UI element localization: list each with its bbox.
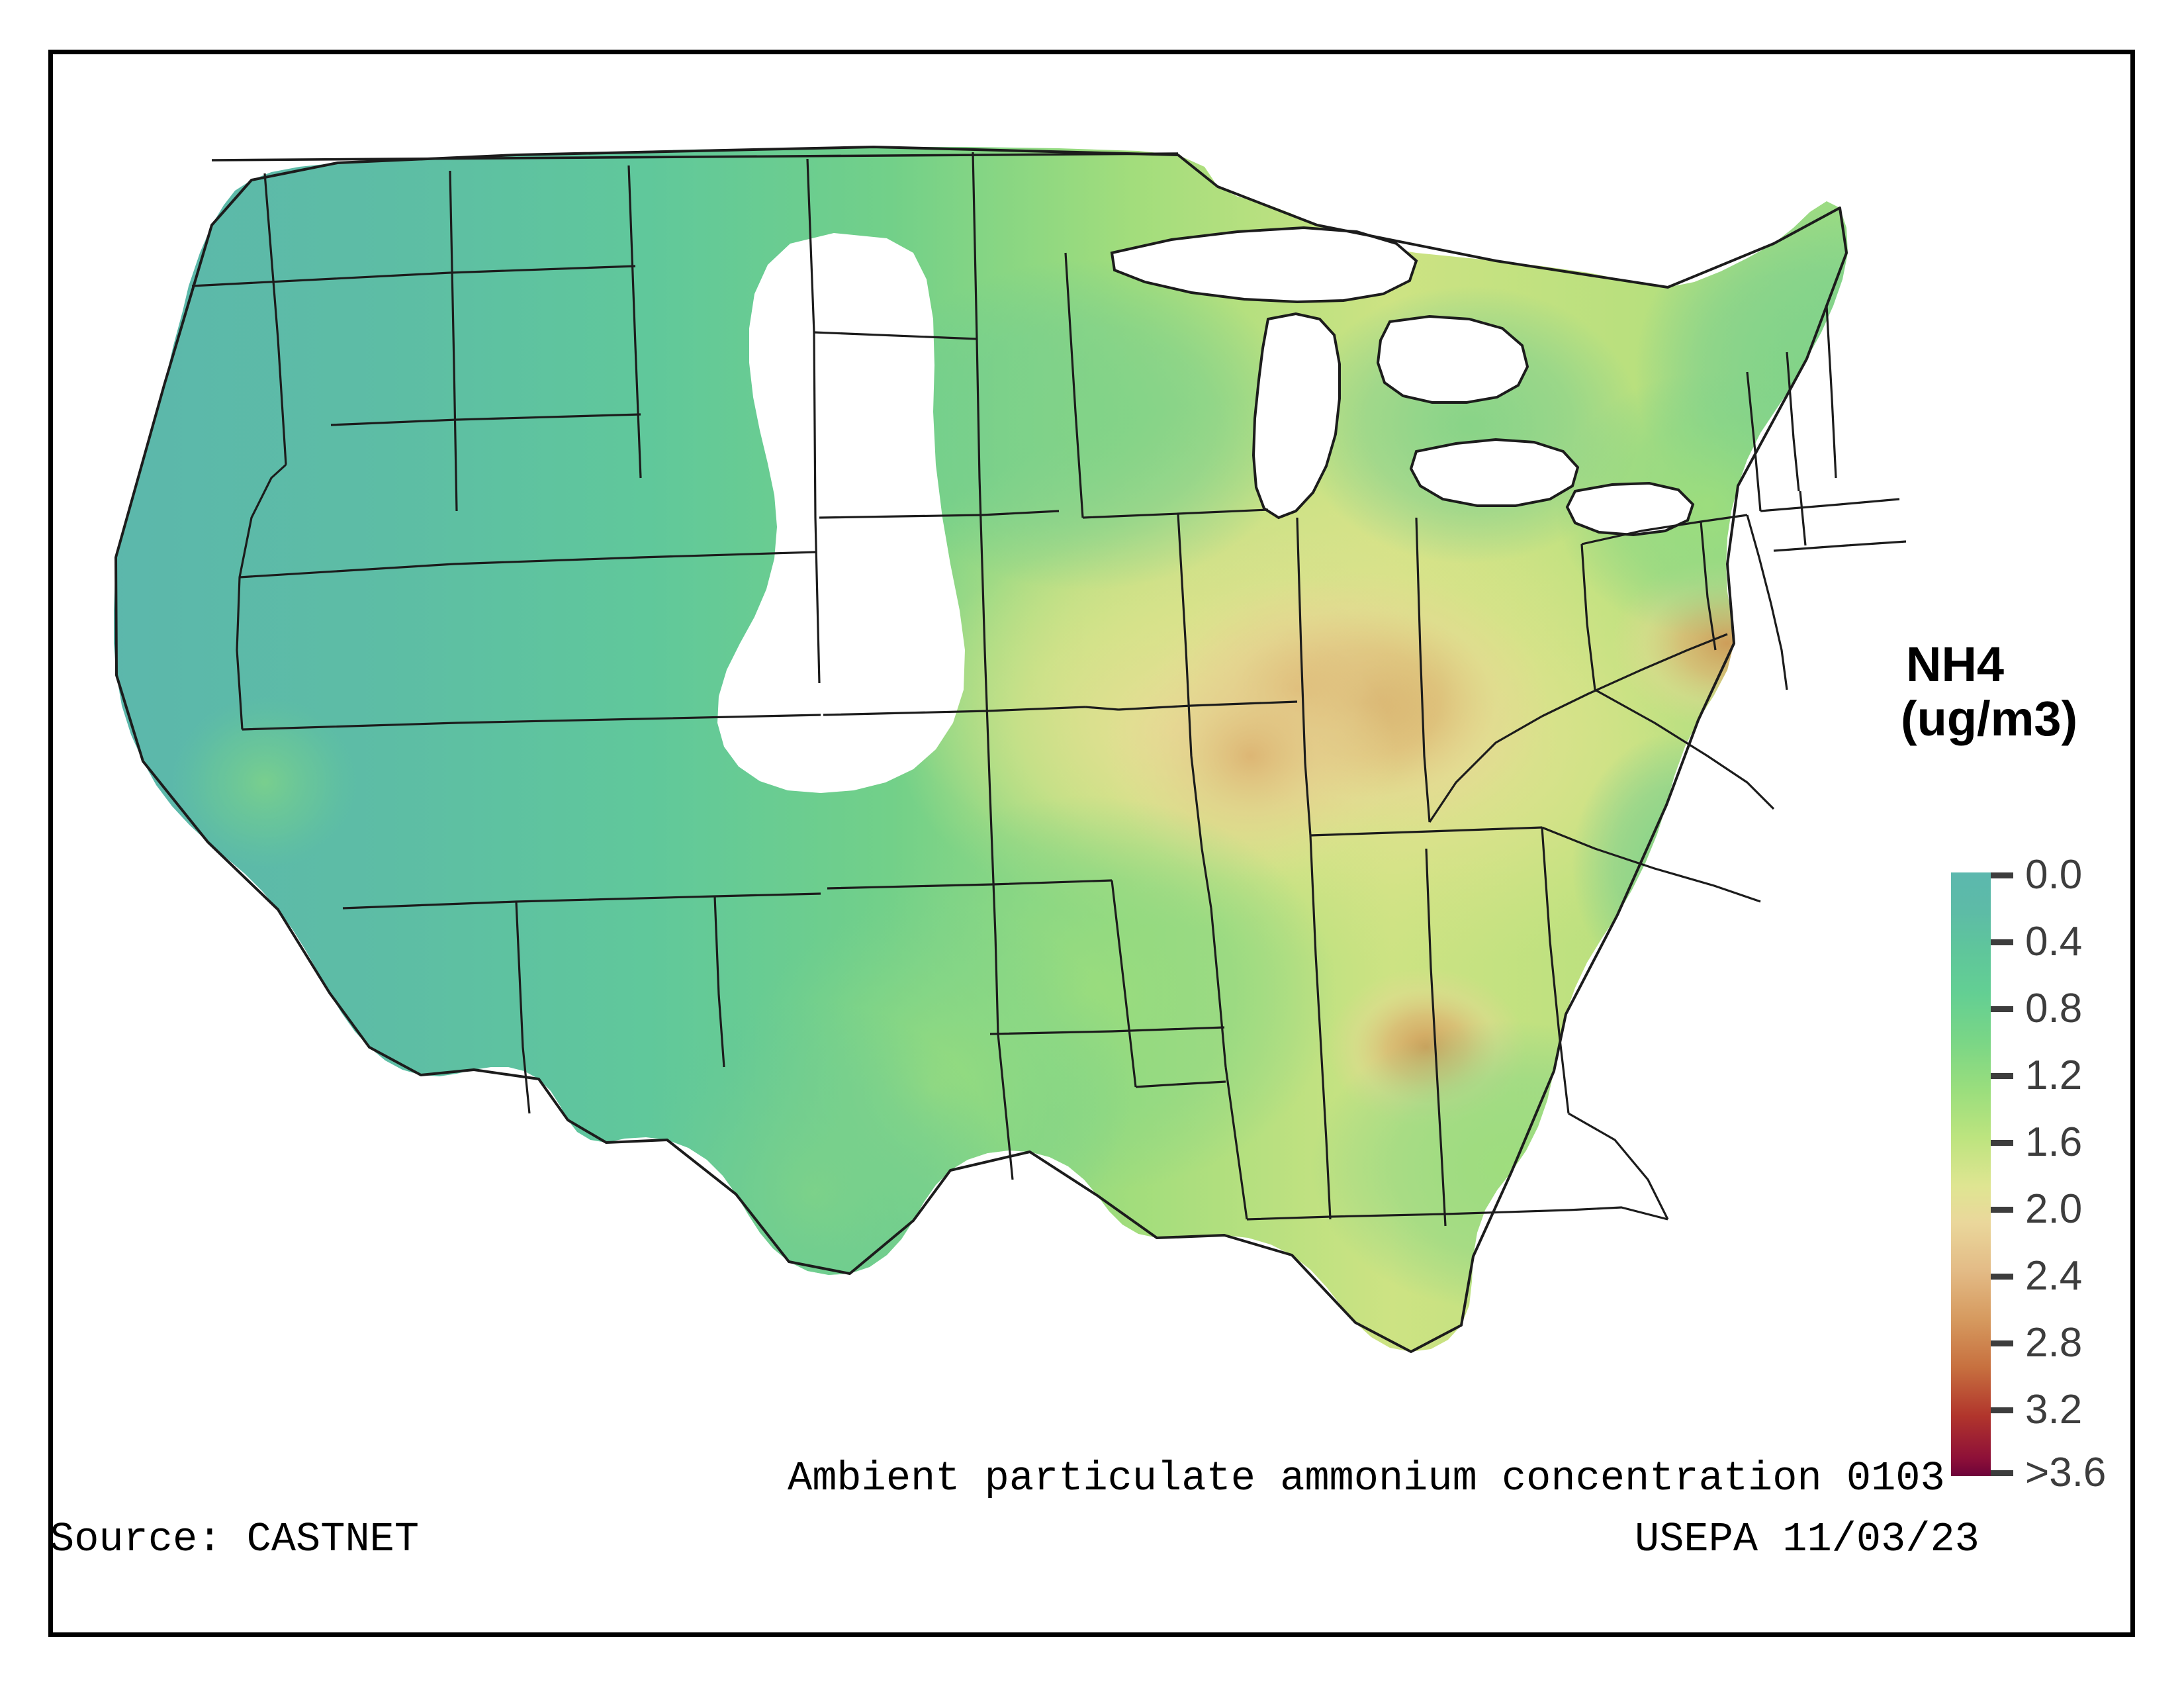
- colorbar-tick-2: [1991, 1006, 2013, 1012]
- map-plot-area: [53, 54, 1913, 1471]
- legend-title-variable: NH4: [1906, 637, 2005, 692]
- legend-title-units: (ug/m3): [1901, 691, 2078, 746]
- colorbar-tick-4: [1991, 1140, 2013, 1146]
- colorbar-label-2: 0.8: [2025, 986, 2083, 1031]
- great-lakes: [1110, 226, 1695, 537]
- colorbar-tick-6: [1991, 1274, 2013, 1280]
- colorbar-label-3: 1.2: [2025, 1053, 2083, 1098]
- colorbar-tick-5: [1991, 1207, 2013, 1213]
- interpolated-concentration-field: [114, 147, 1848, 1352]
- colorbar-label-6: 2.4: [2025, 1253, 2083, 1299]
- colorbar-tick-8: [1991, 1407, 2013, 1413]
- colorbar-label-1: 0.4: [2025, 919, 2083, 964]
- colorbar-tick-1: [1991, 939, 2013, 945]
- concentration-map: [114, 146, 1907, 1353]
- state-boundaries: [114, 146, 1907, 1353]
- colorbar-tick-3: [1991, 1073, 2013, 1079]
- colorbar-label-4: 1.6: [2025, 1119, 2083, 1165]
- colorbar-label-5: 2.0: [2025, 1186, 2083, 1232]
- figure-frame: NH4 (ug/m3) 0.0 0.4 0.8 1.2 1.6 2.0 2.4 …: [48, 50, 2135, 1637]
- colorbar-tick-0: [1991, 872, 2013, 878]
- colorbar-tick-7: [1991, 1340, 2013, 1346]
- colorbar-legend: NH4 (ug/m3) 0.0 0.4 0.8 1.2 1.6 2.0 2.4 …: [1899, 637, 2138, 1537]
- colorbar-tick-9: [1991, 1470, 2013, 1476]
- colorbar-label-0: 0.0: [2025, 852, 2083, 898]
- figure-caption: Ambient particulate ammonium concentrati…: [788, 1455, 1945, 1502]
- colorbar-wrap: 0.0 0.4 0.8 1.2 1.6 2.0 2.4 2.8 3.2 >3.6: [1951, 855, 2123, 1493]
- agency-date-label: USEPA 11/03/23: [1635, 1516, 1979, 1563]
- source-label: Source: CASTNET: [50, 1516, 420, 1563]
- colorbar-label-8: 3.2: [2025, 1387, 2083, 1432]
- colorbar-label-9: >3.6: [2025, 1450, 2107, 1495]
- colorbar-gradient: [1951, 872, 1991, 1476]
- colorbar-label-7: 2.8: [2025, 1320, 2083, 1366]
